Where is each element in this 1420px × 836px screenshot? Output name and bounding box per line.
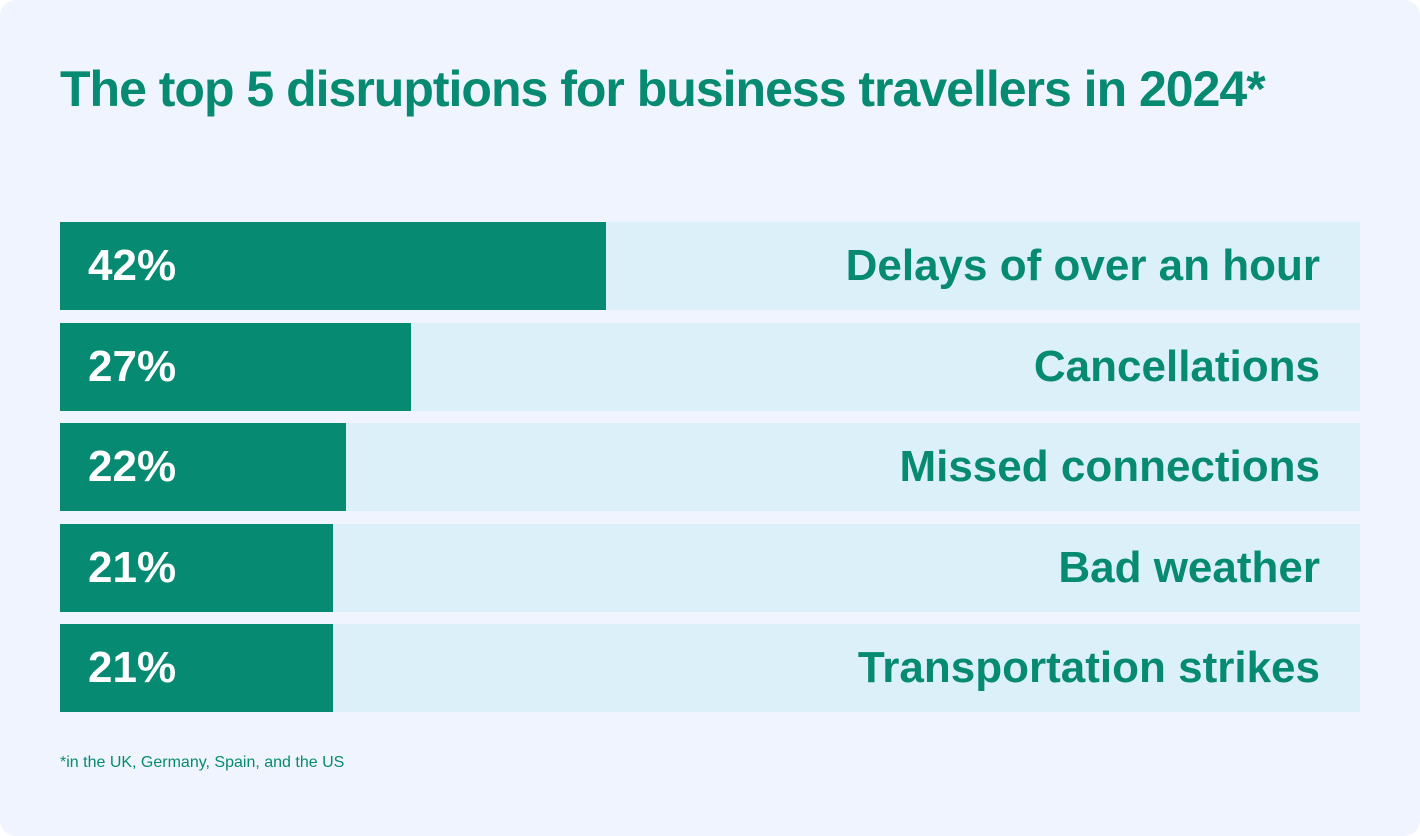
value-label: 22% — [88, 442, 177, 491]
bar — [60, 624, 333, 712]
category-label: Missed connections — [899, 442, 1320, 491]
category-label: Cancellations — [1033, 341, 1320, 391]
bar-row: 21% Bad weather — [60, 523, 1360, 612]
category-label: Delays of over an hour — [845, 241, 1320, 290]
chart-title: The top 5 disruptions for business trave… — [60, 61, 1266, 117]
bar — [60, 423, 346, 511]
value-label: 21% — [88, 542, 177, 592]
value-label: 42% — [88, 241, 177, 290]
footnote: *in the UK, Germany, Spain, and the US — [60, 754, 345, 771]
category-label: Bad weather — [1058, 542, 1320, 592]
bar-row: 27% Cancellations — [60, 322, 1360, 411]
bar-row: 22% Missed connections — [60, 423, 1360, 511]
bar-row: 21% Transportation strikes — [60, 624, 1360, 712]
bar-row: 42% Delays of over an hour — [60, 222, 1360, 310]
category-label: Transportation strikes — [857, 643, 1320, 692]
bar — [60, 322, 411, 411]
bar — [60, 222, 606, 310]
bar — [60, 523, 333, 612]
bar-list: 42% Delays of over an hour 27% Cancellation… — [60, 222, 1360, 725]
value-label: 21% — [88, 643, 177, 692]
value-label: 27% — [88, 341, 177, 391]
